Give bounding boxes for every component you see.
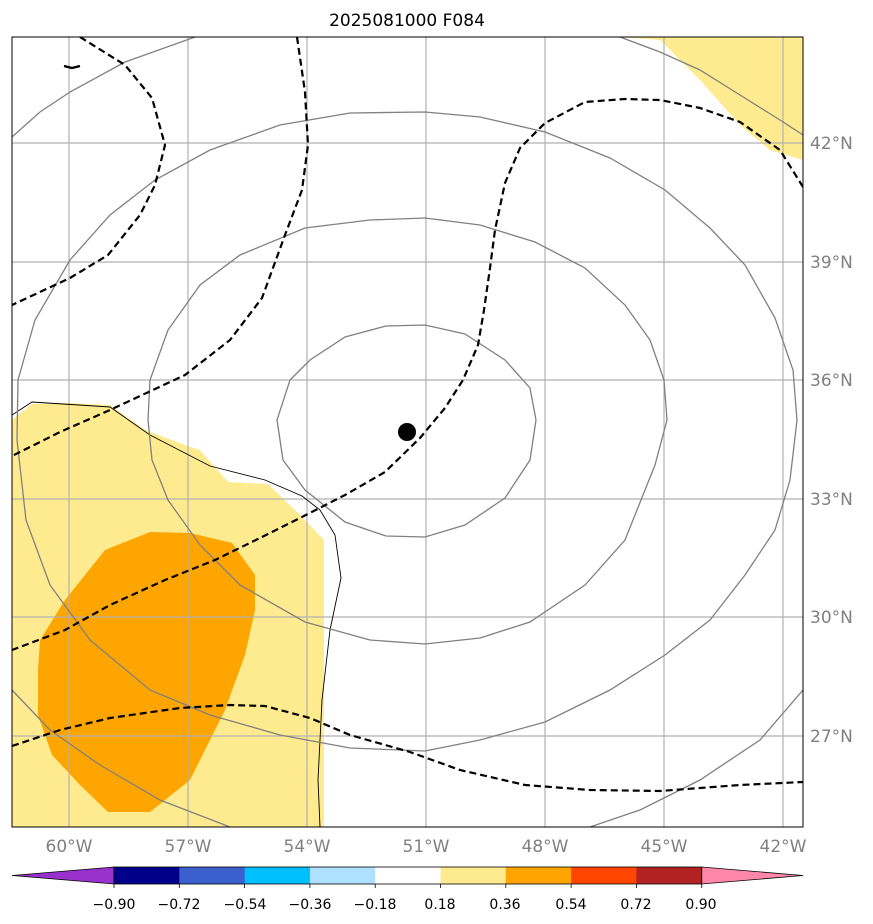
lat-tick-label: 33°N	[810, 490, 853, 510]
lat-tick-label: 42°N	[810, 134, 853, 154]
colorbar-extend-min	[11, 866, 115, 885]
colorbar-tick-labels: −0.90 −0.72 −0.54 −0.36 −0.18 0.18 0.36 …	[93, 897, 717, 913]
map-area	[12, 37, 803, 827]
map-frame	[11, 36, 804, 828]
solid-contours	[12, 37, 803, 827]
colorbar-segment	[375, 867, 441, 884]
storm-center-marker	[398, 423, 416, 441]
colorbar-tick-label: −0.90	[93, 897, 136, 913]
colorbar-tick-label: −0.18	[354, 897, 397, 913]
colorbar-tick-label: 0.72	[620, 897, 651, 913]
lat-tick-label: 36°N	[810, 371, 853, 391]
colorbar-segment	[309, 867, 376, 884]
contour-outer-sw	[12, 689, 231, 827]
colorbar-tick-label: −0.72	[158, 897, 201, 913]
shading-light-northeast	[465, 37, 803, 160]
lon-tick-label: 51°W	[403, 837, 450, 857]
colorbar-segment	[244, 867, 311, 884]
colorbar-frame	[113, 866, 703, 885]
lon-tick-label: 45°W	[641, 837, 688, 857]
lon-tick-labels: 60°W 57°W 54°W 51°W 48°W 45°W 42°W	[46, 837, 807, 857]
dashed-contour-storm	[12, 97, 803, 652]
colorbar-segment	[505, 867, 572, 884]
colorbar-tick-label: 0.90	[685, 897, 716, 913]
map-title: 2025081000 F084	[329, 11, 485, 31]
contour-outer-se	[589, 689, 803, 827]
dashed-contour-south	[12, 703, 803, 793]
contour-outer-ne-2	[619, 37, 803, 136]
colorbar-extend-max	[701, 866, 804, 885]
lon-tick-label: 57°W	[165, 837, 212, 857]
colorbar-ticks	[113, 884, 703, 888]
lat-tick-label: 27°N	[810, 727, 853, 747]
boundary-line	[12, 401, 342, 827]
colorbar-tick-label: 0.36	[489, 897, 520, 913]
lon-tick-label: 60°W	[46, 837, 93, 857]
colorbar-segment	[179, 867, 245, 884]
contour-ring-2	[147, 217, 668, 645]
gridlines	[12, 37, 803, 827]
dashed-contour-central	[12, 37, 310, 457]
lat-tick-labels: 27°N 30°N 33°N 36°N 39°N 42°N	[810, 134, 853, 747]
shading-orange-west	[38, 532, 255, 812]
colorbar-tick-label: 0.18	[424, 897, 455, 913]
dashed-contours	[12, 37, 803, 793]
lat-tick-label: 30°N	[810, 608, 853, 628]
lat-tick-label: 39°N	[810, 253, 853, 273]
lon-tick-label: 42°W	[760, 837, 807, 857]
lon-tick-label: 54°W	[284, 837, 331, 857]
lon-tick-label: 48°W	[522, 837, 569, 857]
colorbar-segment	[114, 867, 180, 884]
contour-ring-3	[16, 111, 798, 752]
colorbar-segment	[440, 867, 507, 884]
dashed-contour-northwest	[12, 37, 167, 306]
colorbar-segments	[11, 866, 804, 885]
colorbar-tick-label: −0.54	[224, 897, 267, 913]
colorbar: −0.90 −0.72 −0.54 −0.36 −0.18 0.18 0.36 …	[11, 866, 804, 913]
colorbar-tick-label: −0.36	[289, 897, 332, 913]
colorbar-segment	[571, 867, 637, 884]
colorbar-tick-label: 0.54	[555, 897, 586, 913]
dashed-contour-nw-fragment	[63, 64, 81, 70]
contour-outer-ne	[12, 37, 196, 138]
colorbar-segment	[636, 867, 703, 884]
contour-ring-1	[276, 324, 537, 538]
